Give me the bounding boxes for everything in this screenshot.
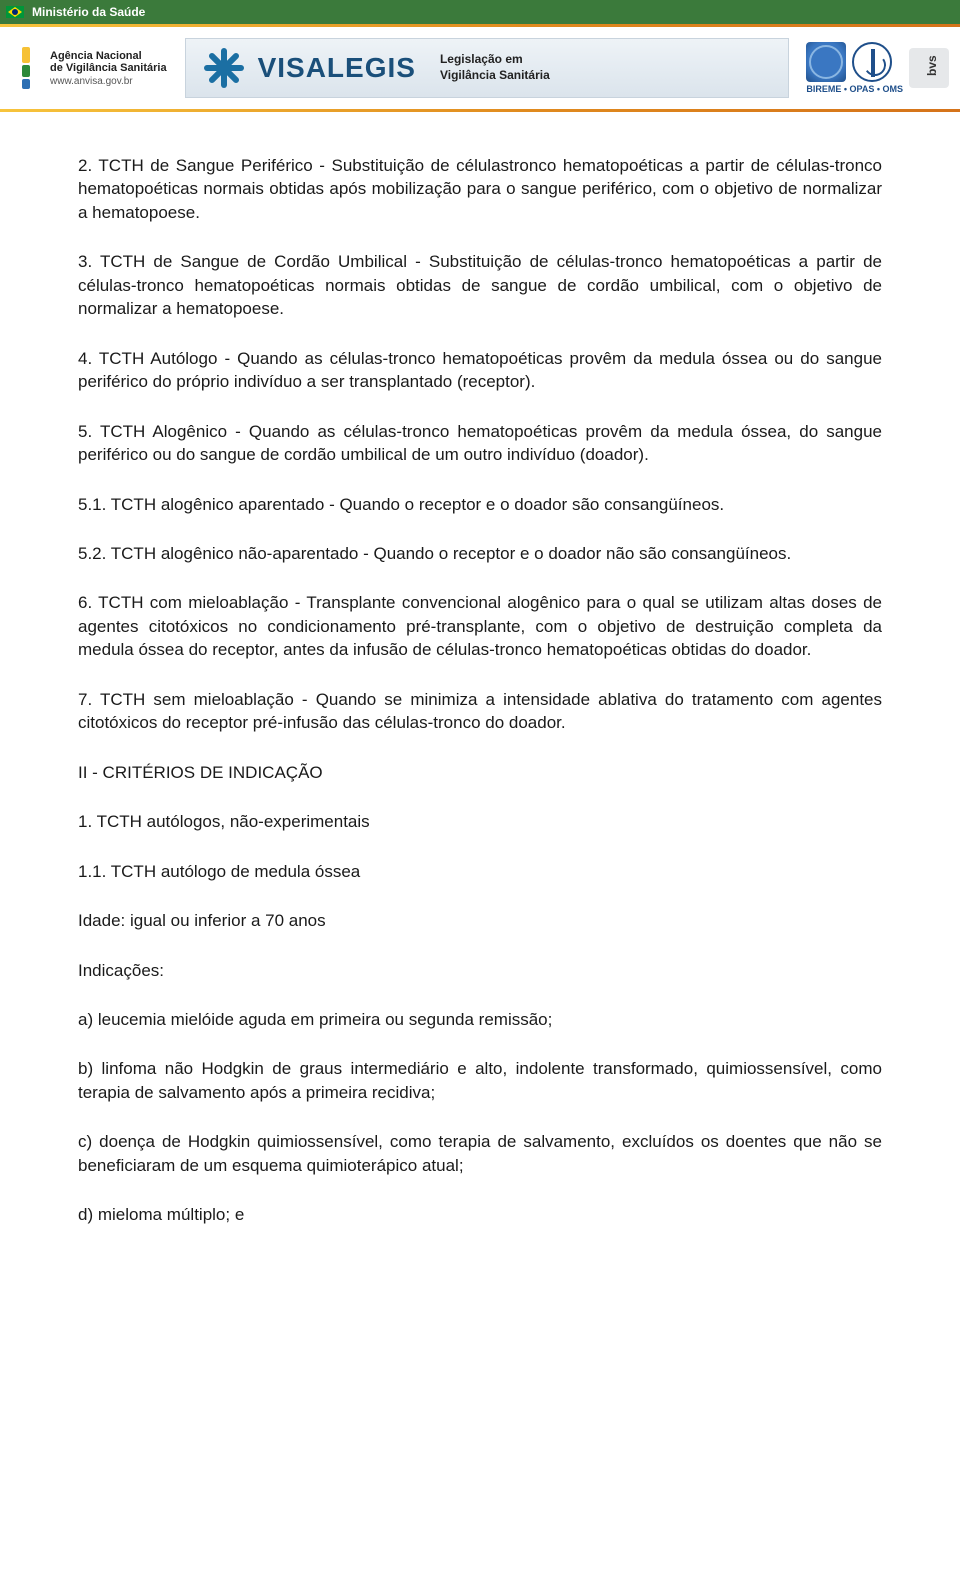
visalegis-tagline: Legislação em Vigilância Sanitária xyxy=(440,52,550,83)
para-2: 2. TCTH de Sangue Periférico - Substitui… xyxy=(78,154,882,224)
para-4: 4. TCTH Autólogo - Quando as células-tro… xyxy=(78,347,882,394)
svg-text:bvs: bvs xyxy=(925,55,939,76)
bvs-icon: bvs xyxy=(909,48,949,88)
anvisa-mark-icon xyxy=(8,45,44,91)
para-7: 7. TCTH sem mieloablação - Quando se min… xyxy=(78,688,882,735)
para-ii-1-1: 1.1. TCTH autólogo de medula óssea xyxy=(78,860,882,883)
brazil-flag-icon xyxy=(6,6,24,18)
para-6: 6. TCTH com mieloablação - Transplante c… xyxy=(78,591,882,661)
para-d: d) mieloma múltiplo; e xyxy=(78,1203,882,1226)
document-body: 2. TCTH de Sangue Periférico - Substitui… xyxy=(0,112,960,1297)
para-3: 3. TCTH de Sangue de Cordão Umbilical - … xyxy=(78,250,882,320)
para-5-1: 5.1. TCTH alogênico aparentado - Quando … xyxy=(78,493,882,516)
visalegis-tag-l2: Vigilância Sanitária xyxy=(440,68,550,84)
anvisa-line2: de Vigilância Sanitária xyxy=(50,62,167,74)
section-ii-heading: II - CRITÉRIOS DE INDICAÇÃO xyxy=(78,761,882,784)
logo-row: Agência Nacional de Vigilância Sanitária… xyxy=(0,27,960,109)
visalegis-banner: VISALEGIS Legislação em Vigilância Sanit… xyxy=(185,38,790,98)
visalegis-wordmark: VISALEGIS xyxy=(258,52,416,84)
para-ii-1: 1. TCTH autólogos, não-experimentais xyxy=(78,810,882,833)
bireme-globe-icon xyxy=(806,42,846,82)
para-c: c) doença de Hodgkin quimiossensível, co… xyxy=(78,1130,882,1177)
anvisa-line1: Agência Nacional xyxy=(50,50,167,62)
para-b: b) linfoma não Hodgkin de graus intermed… xyxy=(78,1057,882,1104)
para-5: 5. TCTH Alogênico - Quando as células-tr… xyxy=(78,420,882,467)
who-snake-icon xyxy=(852,42,892,82)
para-5-2: 5.2. TCTH alogênico não-aparentado - Qua… xyxy=(78,542,882,565)
ministry-label: Ministério da Saúde xyxy=(32,5,145,19)
para-idade: Idade: igual ou inferior a 70 anos xyxy=(78,909,882,932)
visalegis-star-icon xyxy=(200,44,248,92)
visalegis-tag-l1: Legislação em xyxy=(440,52,550,68)
partner-logos: BIREME • OPAS • OMS bvs xyxy=(803,42,952,94)
gov-top-bar: Ministério da Saúde xyxy=(0,0,960,24)
anvisa-text: Agência Nacional de Vigilância Sanitária… xyxy=(50,50,167,87)
bireme-label: BIREME • OPAS • OMS xyxy=(806,84,903,94)
anvisa-logo-block[interactable]: Agência Nacional de Vigilância Sanitária… xyxy=(8,45,167,91)
para-a: a) leucemia mielóide aguda em primeira o… xyxy=(78,1008,882,1031)
para-indicacoes: Indicações: xyxy=(78,959,882,982)
anvisa-url: www.anvisa.gov.br xyxy=(50,76,167,87)
